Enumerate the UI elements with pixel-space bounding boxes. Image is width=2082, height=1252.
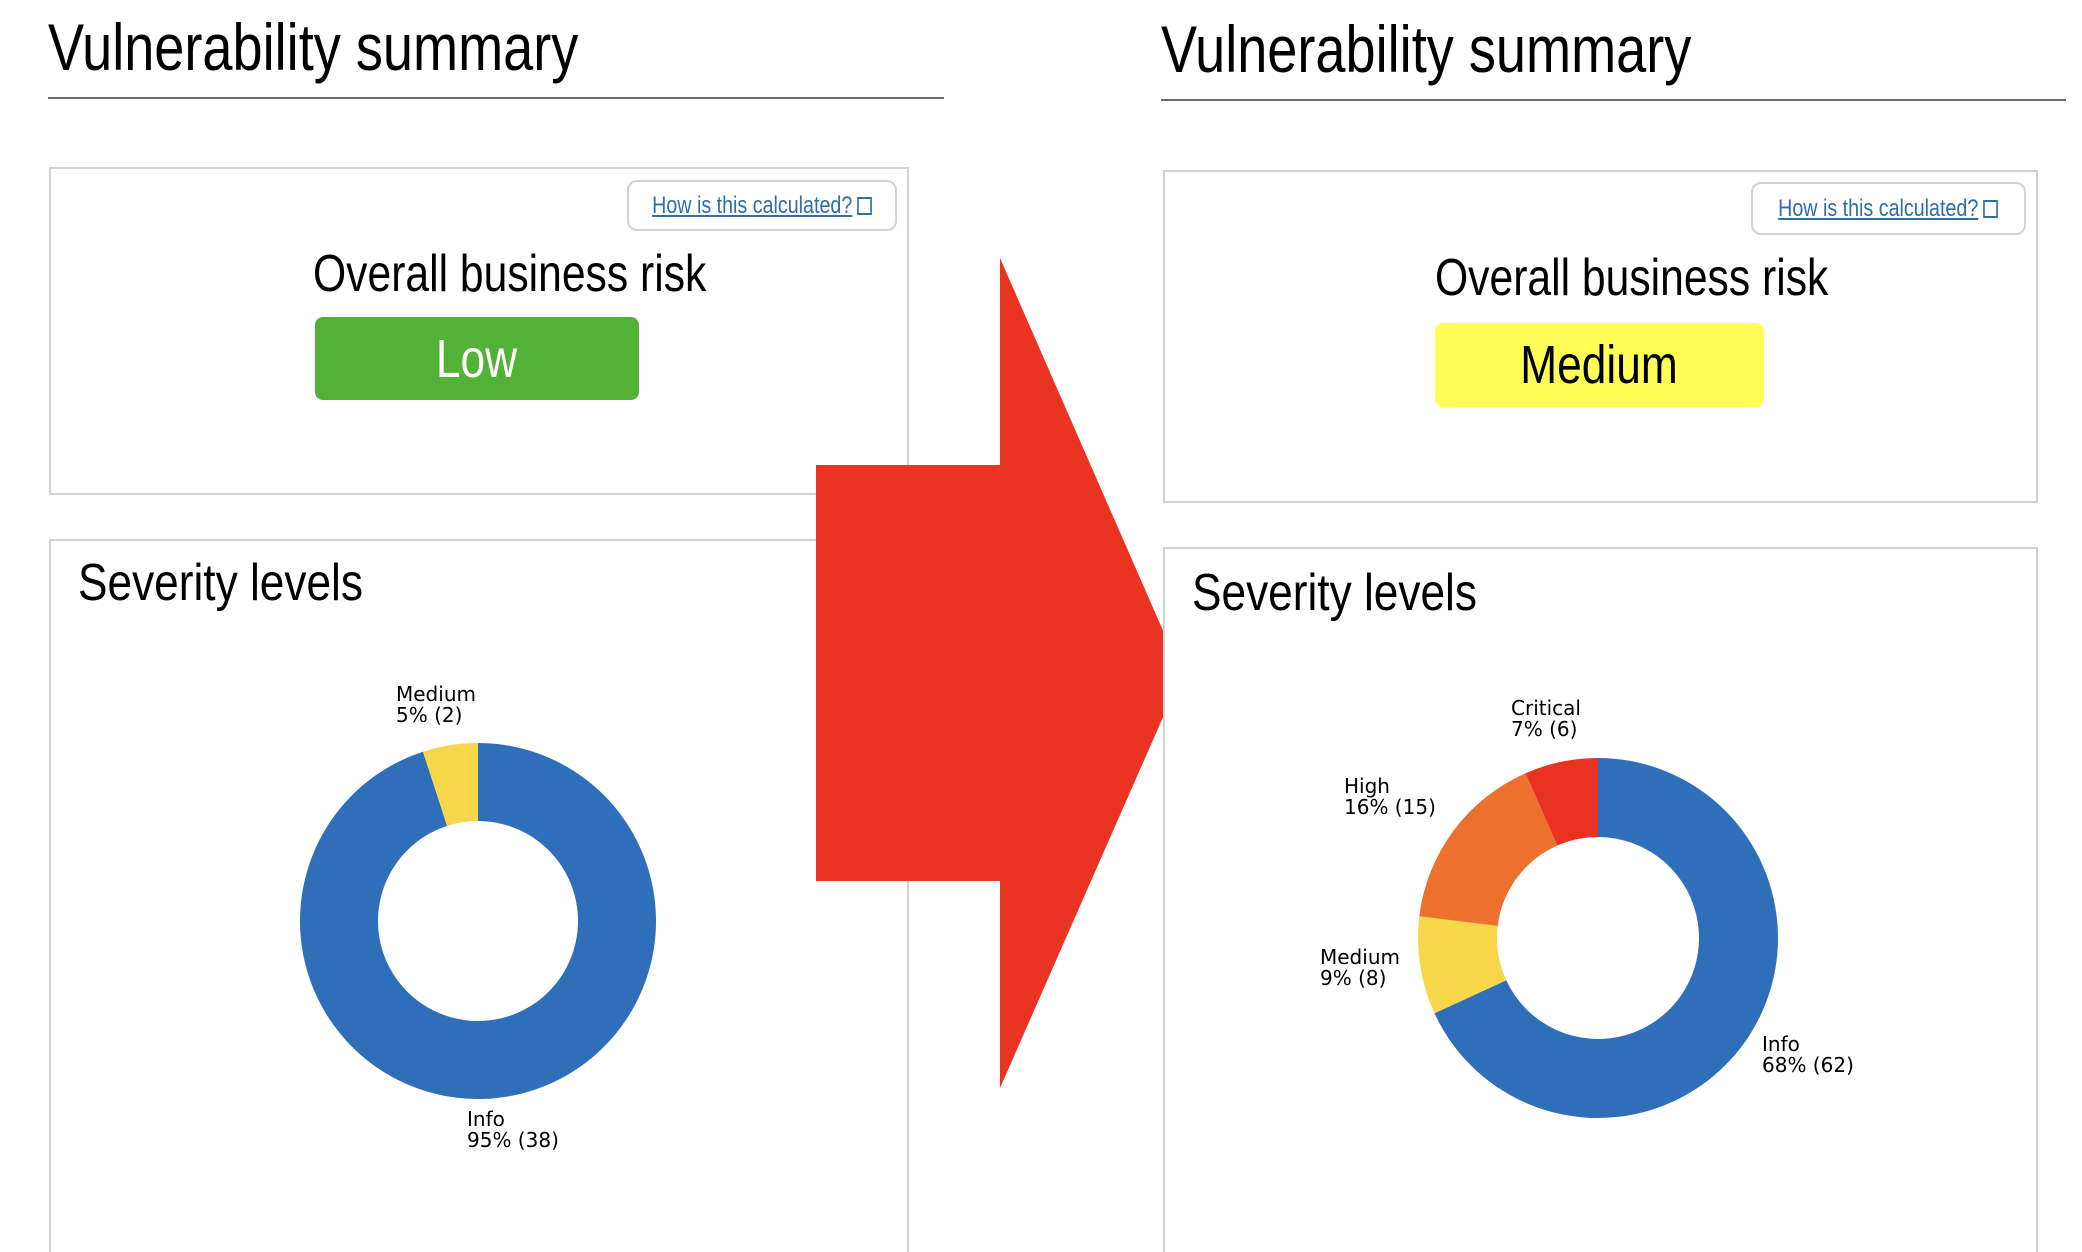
external-link-icon: [857, 196, 872, 215]
severity-donut-chart: [1417, 758, 1778, 1118]
label-high: High 16% (15): [1344, 776, 1436, 818]
slice-info: [300, 743, 657, 1099]
label-name: Medium: [396, 682, 476, 706]
label-value: 16% (15): [1344, 795, 1436, 819]
label-name: Info: [467, 1107, 505, 1131]
label-value: 95% (38): [467, 1128, 559, 1152]
risk-level-text: Medium: [1520, 335, 1679, 395]
how-calculated-link[interactable]: How is this calculated?: [652, 192, 872, 220]
external-link-icon: [1983, 199, 1999, 218]
overall-risk-heading: Overall business risk: [1435, 249, 1829, 307]
severity-card: [1163, 547, 2038, 1252]
page-title: Vulnerability summary: [1161, 12, 1692, 86]
severity-heading: Severity levels: [1192, 564, 1477, 622]
severity-card: [49, 539, 909, 1252]
slice-medium: [1417, 916, 1507, 1014]
link-label: How is this calculated?: [1778, 194, 1979, 222]
label-value: 9% (8): [1320, 966, 1387, 990]
how-calculated-link-box[interactable]: How is this calculated?: [1751, 182, 2026, 235]
slice-info: [1434, 758, 1778, 1118]
label-name: Critical: [1511, 696, 1581, 720]
title-divider: [1161, 99, 2066, 101]
how-calculated-link-box[interactable]: How is this calculated?: [627, 180, 897, 231]
severity-heading: Severity levels: [78, 554, 363, 612]
label-value: 7% (6): [1511, 717, 1578, 741]
label-info: Info 95% (38): [467, 1109, 559, 1151]
link-label: How is this calculated?: [652, 191, 853, 219]
label-name: Medium: [1320, 945, 1400, 969]
label-value: 68% (62): [1762, 1053, 1854, 1077]
label-critical: Critical 7% (6): [1511, 698, 1581, 740]
how-calculated-link[interactable]: How is this calculated?: [1779, 195, 1999, 223]
risk-level-badge: Medium: [1435, 323, 1764, 407]
page-title: Vulnerability summary: [48, 10, 579, 84]
slice-critical: [1525, 758, 1598, 846]
label-name: Info: [1762, 1032, 1800, 1056]
risk-level-badge: Low: [315, 317, 639, 400]
label-medium: Medium 5% (2): [396, 684, 476, 726]
severity-donut-chart: [300, 743, 657, 1099]
risk-level-text: Low: [436, 328, 518, 389]
slice-high: [1419, 773, 1558, 926]
label-medium: Medium 9% (8): [1320, 947, 1400, 989]
title-divider: [48, 97, 944, 99]
overall-risk-heading: Overall business risk: [313, 245, 707, 303]
label-info: Info 68% (62): [1762, 1034, 1854, 1076]
slice-medium: [422, 743, 478, 826]
label-value: 5% (2): [396, 703, 463, 727]
label-name: High: [1344, 774, 1390, 798]
